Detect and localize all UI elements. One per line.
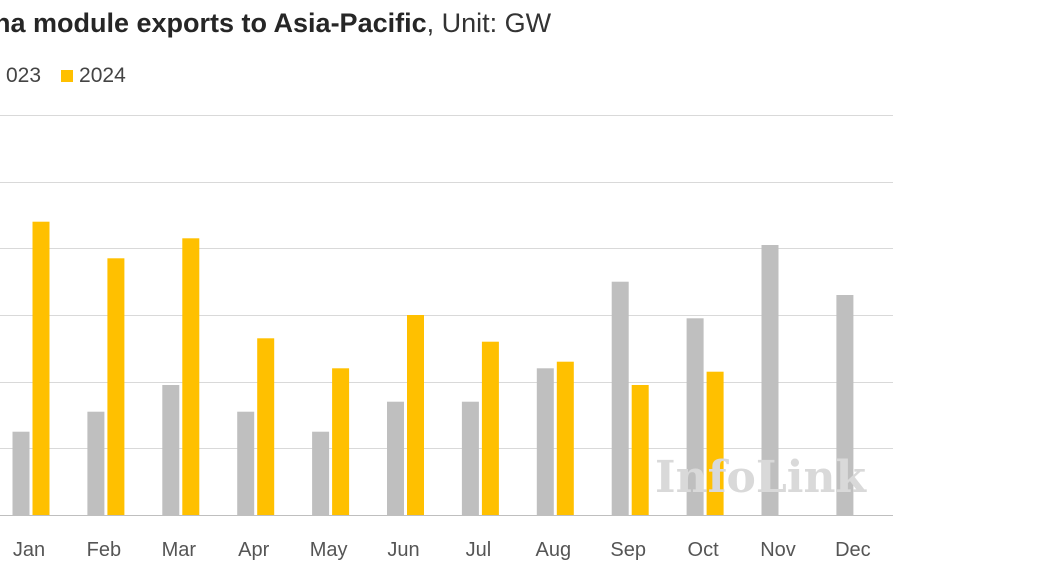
bar-2024-mar bbox=[182, 238, 200, 516]
x-tick-label-apr: Apr bbox=[238, 539, 269, 561]
legend: 023 2024 bbox=[0, 64, 146, 88]
x-axis-tick-labels: Jan Feb Mar Apr May Jun Jul Aug Sep Oct Nov Dec bbox=[13, 539, 871, 561]
x-tick-label-jan: Jan bbox=[13, 539, 45, 561]
x-tick-label-jun: Jun bbox=[387, 539, 419, 561]
bar-2024-aug bbox=[556, 361, 574, 515]
bar-023-feb bbox=[87, 411, 105, 515]
bar-2024-sep bbox=[631, 385, 649, 515]
bar-023-jun bbox=[387, 401, 404, 515]
bar-023-nov bbox=[761, 245, 779, 515]
chart-title-unit: , Unit: GW bbox=[426, 8, 552, 38]
x-tick-label-aug: Aug bbox=[536, 539, 572, 561]
bar-023-mar bbox=[162, 385, 180, 515]
grid-lines bbox=[0, 115, 893, 516]
legend-item-series-2: 2024 bbox=[61, 64, 126, 88]
bar-023-apr bbox=[237, 411, 255, 515]
x-tick-label-mar: Mar bbox=[162, 539, 197, 561]
x-tick-label-oct: Oct bbox=[688, 539, 720, 561]
bar-023-dec bbox=[836, 295, 854, 515]
legend-swatch-series-2 bbox=[61, 70, 74, 82]
watermark-text: InfoLink bbox=[655, 452, 867, 503]
chart-title: na module exports to Asia-Pacific, Unit:… bbox=[0, 8, 551, 39]
x-tick-label-nov: Nov bbox=[760, 539, 796, 561]
bar-023-oct bbox=[686, 318, 704, 515]
x-tick-label-dec: Dec bbox=[835, 539, 871, 561]
bar-023-may bbox=[312, 431, 330, 515]
legend-label-series-1: 023 bbox=[6, 64, 42, 87]
x-tick-label-feb: Feb bbox=[87, 539, 121, 561]
bar-023-sep bbox=[611, 281, 629, 515]
bar-2024-may bbox=[332, 368, 350, 515]
bar-023-jan bbox=[12, 431, 30, 515]
bar-2024-oct bbox=[706, 371, 724, 515]
bar-2024-jul bbox=[481, 341, 499, 515]
bar-023-aug bbox=[536, 368, 554, 515]
bar-023-jul bbox=[461, 401, 479, 515]
legend-label-series-2: 2024 bbox=[79, 64, 126, 87]
x-tick-label-sep: Sep bbox=[610, 539, 646, 561]
bar-2024-feb bbox=[107, 258, 125, 515]
bar-2024-jun bbox=[407, 315, 424, 515]
legend-item-series-1: 023 bbox=[0, 64, 41, 88]
bars bbox=[12, 221, 854, 516]
bar-2024-jan bbox=[32, 221, 50, 515]
chart-title-main: na module exports to Asia-Pacific bbox=[0, 8, 427, 38]
x-tick-label-jul: Jul bbox=[466, 539, 492, 561]
bar-2024-apr bbox=[257, 338, 275, 515]
x-tick-label-may: May bbox=[310, 539, 348, 561]
